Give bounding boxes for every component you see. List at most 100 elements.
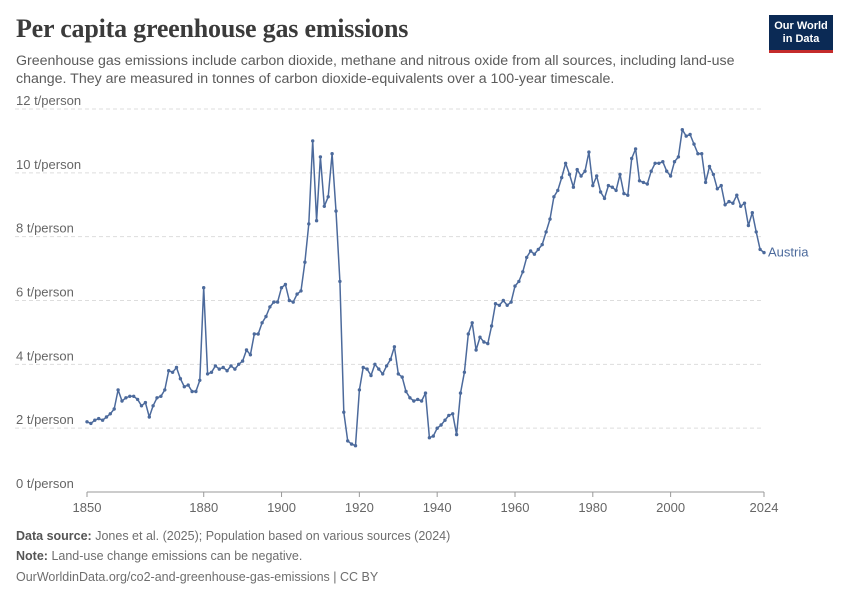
data-point xyxy=(128,394,132,398)
data-point xyxy=(587,150,591,154)
data-point xyxy=(602,196,607,201)
x-tick-label: 1980 xyxy=(578,500,607,515)
x-tick-label: 1900 xyxy=(267,500,296,515)
data-point xyxy=(719,183,723,188)
data-point xyxy=(314,219,319,223)
data-point xyxy=(400,375,404,379)
data-point xyxy=(591,183,595,188)
y-tick-label: 10 t/person xyxy=(16,157,81,172)
y-tick-label: 2 t/person xyxy=(16,412,74,427)
data-point xyxy=(120,399,124,403)
data-point xyxy=(419,399,424,403)
data-point xyxy=(750,211,754,215)
data-point xyxy=(186,383,190,387)
source-url[interactable]: OurWorldinData.org/co2-and-greenhouse-ga… xyxy=(16,570,379,584)
data-point xyxy=(97,416,101,421)
data-point xyxy=(762,250,766,255)
series-label-austria: Austria xyxy=(768,245,809,260)
data-point xyxy=(132,394,136,398)
data-point xyxy=(739,204,743,208)
data-point xyxy=(163,388,167,392)
data-point xyxy=(155,396,159,400)
owid-logo[interactable]: Our World in Data xyxy=(769,15,833,53)
data-point xyxy=(610,185,614,189)
data-point xyxy=(563,161,568,165)
data-point xyxy=(454,432,459,437)
data-point xyxy=(233,367,237,371)
data-point xyxy=(381,372,385,376)
data-point xyxy=(606,183,611,188)
data-point xyxy=(147,415,151,419)
data-point xyxy=(497,303,502,307)
data-point xyxy=(279,286,284,290)
data-point xyxy=(116,388,120,392)
data-point xyxy=(723,203,727,207)
data-point xyxy=(330,152,334,156)
data-point xyxy=(509,300,513,304)
data-point xyxy=(540,242,544,247)
data-point xyxy=(404,389,408,394)
data-point xyxy=(727,199,731,204)
data-point xyxy=(462,370,467,374)
data-point xyxy=(349,442,354,446)
data-point xyxy=(583,169,587,173)
data-point xyxy=(264,314,268,319)
data-point xyxy=(170,370,175,374)
data-point xyxy=(151,404,155,408)
x-tick-label: 2000 xyxy=(656,500,685,515)
source-label: Data source: xyxy=(16,529,92,543)
data-point xyxy=(715,187,719,191)
data-point xyxy=(758,247,762,252)
data-point xyxy=(641,180,646,185)
data-point xyxy=(108,412,113,416)
data-point xyxy=(202,286,206,290)
data-point xyxy=(268,305,272,309)
data-point xyxy=(474,348,478,352)
data-point xyxy=(707,164,712,169)
data-point xyxy=(244,348,249,352)
data-point xyxy=(548,217,552,221)
data-point xyxy=(190,389,194,394)
y-tick-label: 6 t/person xyxy=(16,285,74,300)
data-point xyxy=(575,167,579,172)
data-point xyxy=(275,300,280,304)
data-point xyxy=(431,434,435,438)
data-point xyxy=(735,193,739,197)
data-point xyxy=(595,174,599,178)
logo-line-2: in Data xyxy=(782,33,820,45)
data-point xyxy=(221,365,225,370)
chart-subtitle: Greenhouse gas emissions include carbon … xyxy=(16,53,735,87)
data-point xyxy=(657,161,661,165)
x-tick-label: 2024 xyxy=(750,500,779,515)
data-point xyxy=(311,139,315,143)
data-point xyxy=(299,289,303,293)
data-point xyxy=(661,160,665,164)
data-point xyxy=(470,321,474,325)
data-point xyxy=(637,179,642,183)
data-point xyxy=(618,172,622,177)
x-axis: 1850 1880 1900 1920 1940 1960 1980 2000 2024 xyxy=(73,491,779,515)
data-point xyxy=(334,209,338,213)
data-point xyxy=(291,300,295,304)
data-point xyxy=(89,421,93,426)
data-point xyxy=(396,372,400,376)
data-point xyxy=(237,362,241,366)
y-tick-label: 12 t/person xyxy=(16,93,81,108)
data-point xyxy=(680,128,684,132)
data-point xyxy=(622,191,626,196)
data-point xyxy=(571,185,576,189)
data-point xyxy=(229,364,233,368)
data-point xyxy=(225,369,229,373)
data-point xyxy=(598,190,603,194)
data-point xyxy=(326,195,330,199)
data-point xyxy=(521,270,525,274)
data-point xyxy=(754,230,758,234)
data-point xyxy=(124,396,128,400)
data-point xyxy=(665,169,669,173)
note-text: Land-use change emissions can be negativ… xyxy=(51,549,303,563)
data-point xyxy=(357,388,362,392)
data-point xyxy=(672,160,677,164)
data-point xyxy=(93,418,97,422)
chart-title: Per capita greenhouse gas emissions xyxy=(16,14,409,43)
data-point xyxy=(688,132,692,137)
